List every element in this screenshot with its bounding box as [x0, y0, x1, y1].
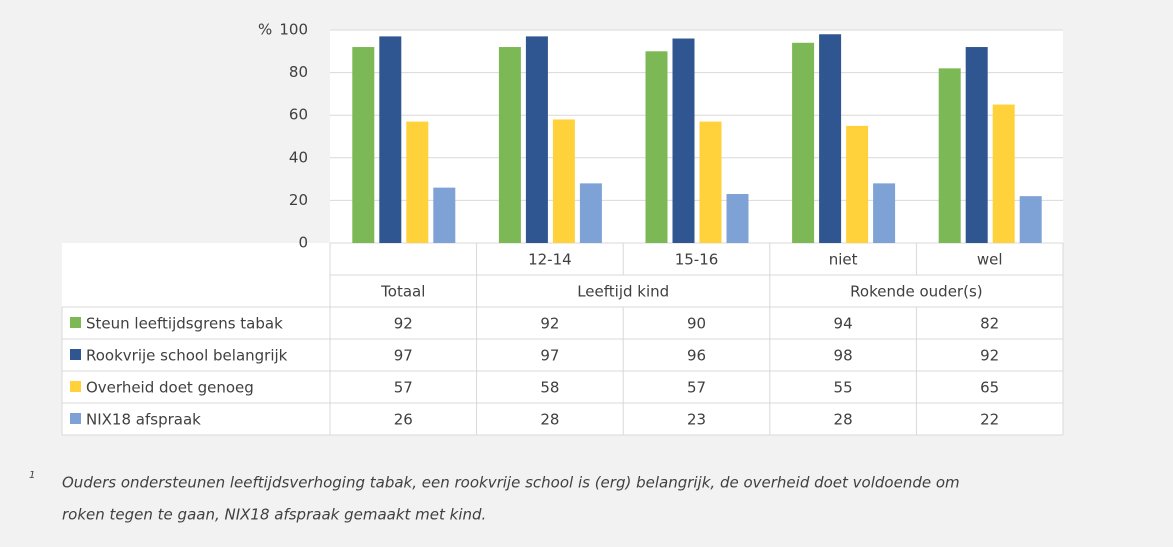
x-tick-label: wel	[977, 251, 1003, 269]
x-tick-label: niet	[829, 251, 858, 269]
bar	[525, 36, 548, 243]
y-tick-label: 20	[289, 191, 308, 209]
footnote: roken tegen te gaan, NIX18 afspraak gema…	[62, 506, 486, 524]
footnote: Ouders ondersteunen leeftijdsverhoging t…	[62, 474, 960, 492]
table-value: 57	[394, 379, 413, 397]
bar	[498, 47, 521, 243]
table-value: 90	[687, 315, 706, 333]
table-value: 82	[980, 315, 999, 333]
table-value: 92	[540, 315, 559, 333]
bar	[406, 121, 429, 243]
y-tick-label: 0	[298, 234, 308, 252]
bar	[846, 125, 869, 243]
legend-swatch	[70, 413, 81, 424]
group-label: Leeftijd kind	[577, 283, 669, 301]
table-value: 57	[687, 379, 706, 397]
bar	[579, 183, 602, 243]
y-tick-label: 60	[289, 106, 308, 124]
bar	[726, 194, 749, 243]
table-value: 26	[394, 411, 413, 429]
table-value: 58	[540, 379, 559, 397]
table-value: 96	[687, 347, 706, 365]
bar	[433, 187, 456, 243]
group-label: Rokende ouder(s)	[850, 283, 982, 301]
legend-swatch	[70, 381, 81, 392]
table-value: 55	[834, 379, 853, 397]
bar	[938, 68, 961, 243]
bar	[965, 47, 988, 243]
bar	[672, 38, 695, 243]
legend-label: Steun leeftijdsgrens tabak	[86, 315, 283, 333]
bar	[352, 47, 375, 243]
y-tick-label: 100	[279, 21, 308, 39]
legend-label: NIX18 afspraak	[86, 411, 201, 429]
x-tick-label: 15-16	[675, 251, 719, 269]
table-value: 23	[687, 411, 706, 429]
legend-label: Rookvrije school belangrijk	[86, 347, 288, 365]
table-value: 92	[394, 315, 413, 333]
table-value: 65	[980, 379, 999, 397]
table-value: 98	[834, 347, 853, 365]
x-tick-label: 12-14	[528, 251, 572, 269]
bar	[1019, 196, 1042, 243]
group-label: Totaal	[380, 283, 425, 301]
legend-label: Overheid doet genoeg	[86, 379, 254, 397]
y-unit: %	[258, 21, 272, 39]
bar	[645, 51, 668, 243]
table-value: 94	[834, 315, 853, 333]
legend-swatch	[70, 317, 81, 328]
bar	[552, 119, 575, 243]
y-tick-label: 40	[289, 148, 308, 166]
table-value: 97	[394, 347, 413, 365]
table-value: 92	[980, 347, 999, 365]
legend-swatch	[70, 349, 81, 360]
bar	[819, 34, 842, 244]
table-value: 97	[540, 347, 559, 365]
bar	[699, 121, 722, 243]
y-tick-label: 80	[289, 63, 308, 81]
bar	[992, 104, 1015, 243]
bar	[379, 36, 402, 243]
bar	[873, 183, 896, 243]
table-value: 22	[980, 411, 999, 429]
footnote-marker: 1	[29, 470, 35, 481]
table-value: 28	[834, 411, 853, 429]
table-value: 28	[540, 411, 559, 429]
bar	[792, 42, 815, 243]
